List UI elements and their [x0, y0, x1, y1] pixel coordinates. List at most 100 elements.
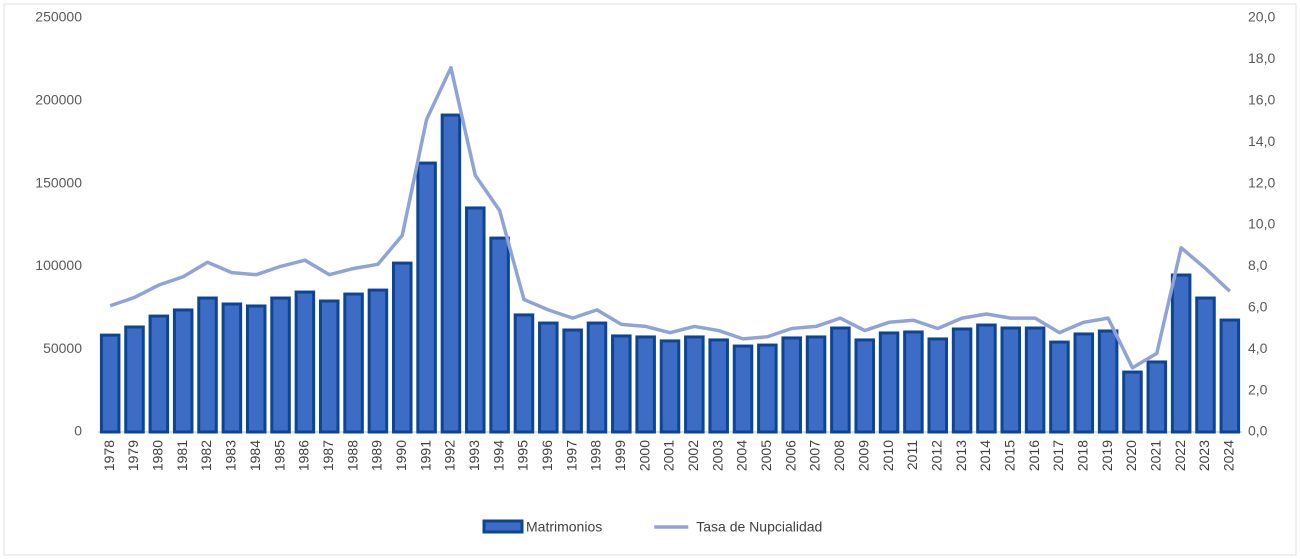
y2-tick-label: 0,0 [1248, 423, 1268, 439]
x-tick-label: 1993 [466, 440, 482, 471]
x-tick-label: 1989 [369, 440, 385, 471]
legend-label: Tasa de Nupcialidad [696, 519, 822, 535]
bar [513, 313, 535, 434]
x-tick-label: 1991 [417, 440, 433, 471]
bar [489, 236, 510, 434]
bar [976, 323, 997, 434]
bar [1122, 370, 1143, 434]
x-tick-label: 1979 [125, 440, 141, 471]
y2-tick-label: 4,0 [1248, 340, 1268, 356]
x-tick-label: 1996 [539, 440, 555, 471]
bar [927, 337, 949, 434]
y-tick-label: 250000 [35, 9, 82, 25]
y2-tick-label: 16,0 [1248, 92, 1275, 108]
x-tick-label: 2014 [977, 440, 993, 471]
bar [611, 334, 632, 434]
bar [440, 113, 462, 434]
bar [562, 328, 583, 434]
x-tick-label: 2002 [685, 440, 701, 471]
x-tick-label: 2000 [636, 440, 652, 471]
x-tick-label: 2001 [661, 440, 677, 471]
bar [294, 290, 316, 434]
line [109, 65, 1232, 370]
bar [1049, 340, 1070, 434]
x-tick-label: 2006 [782, 440, 798, 471]
x-tick-label: 2011 [904, 440, 920, 470]
y2-tick-label: 20,0 [1248, 9, 1275, 25]
bar [1000, 326, 1022, 434]
x-tick-label: 2017 [1050, 440, 1066, 471]
bar [124, 325, 145, 434]
x-tick-label: 1978 [101, 440, 117, 471]
bar [951, 327, 973, 434]
bar [659, 339, 681, 434]
y-tick-label: 100000 [35, 257, 82, 273]
bar [391, 261, 413, 434]
bar [318, 299, 340, 434]
y2-tick-label: 8,0 [1248, 257, 1268, 273]
x-tick-label: 2019 [1099, 440, 1115, 471]
bar [1024, 326, 1046, 434]
bar [270, 296, 291, 434]
bar [1170, 273, 1192, 434]
bar [757, 343, 778, 434]
y2-tick-label: 14,0 [1248, 133, 1275, 149]
chart-frame [3, 3, 1297, 556]
bar [367, 288, 389, 434]
x-tick-label: 2010 [880, 440, 896, 471]
bar [684, 335, 705, 434]
x-tick-label: 2016 [1026, 440, 1042, 471]
x-tick-label: 1986 [296, 440, 312, 471]
x-tick-label: 1999 [612, 440, 628, 471]
bar [781, 336, 802, 434]
bar [99, 333, 121, 434]
bar [635, 335, 656, 434]
x-tick-label: 1981 [174, 440, 190, 471]
bar [343, 292, 364, 434]
y2-tick-label: 2,0 [1248, 381, 1268, 397]
bar [854, 338, 875, 434]
bar [586, 321, 608, 434]
bar [903, 330, 924, 434]
x-tick-label: 1987 [320, 440, 336, 471]
x-tick-label: 1983 [223, 440, 239, 471]
x-tick-label: 1992 [442, 440, 458, 471]
bar [1146, 360, 1168, 434]
x-tick-label: 2004 [734, 440, 750, 471]
y2-tick-label: 6,0 [1248, 299, 1268, 315]
x-tick-label: 1994 [490, 440, 506, 471]
bar [1097, 329, 1119, 434]
x-tick-label: 2024 [1221, 440, 1237, 471]
y2-tick-label: 10,0 [1248, 216, 1275, 232]
bar [197, 296, 218, 434]
x-tick-label: 2015 [1001, 440, 1017, 471]
x-tick-label: 1988 [344, 440, 360, 471]
bar [732, 344, 754, 434]
y-tick-label: 50000 [43, 340, 82, 356]
y-tick-label: 0 [74, 423, 82, 439]
x-tick-label: 1995 [515, 440, 531, 471]
bar [708, 338, 729, 434]
x-tick-label: 1980 [150, 440, 166, 471]
x-tick-label: 2022 [1172, 440, 1188, 471]
x-tick-label: 2008 [831, 440, 847, 471]
x-tick-label: 1998 [588, 440, 604, 471]
x-tick-label: 2021 [1148, 440, 1164, 471]
x-tick-label: 2007 [807, 440, 823, 471]
x-tick-label: 1990 [393, 440, 409, 471]
bar [878, 331, 900, 434]
bar [1195, 296, 1216, 434]
x-tick-label: 2005 [758, 440, 774, 471]
x-tick-label: 1997 [563, 440, 579, 471]
x-tick-label: 2003 [709, 440, 725, 471]
bar [805, 335, 827, 434]
bar [172, 308, 194, 434]
bar [416, 161, 437, 434]
bar [1219, 318, 1241, 434]
legend-swatch [482, 519, 524, 534]
x-tick-label: 2020 [1123, 440, 1139, 471]
bar [245, 304, 267, 434]
legend-label: Matrimonios [526, 519, 602, 535]
y-tick-label: 150000 [35, 174, 82, 190]
